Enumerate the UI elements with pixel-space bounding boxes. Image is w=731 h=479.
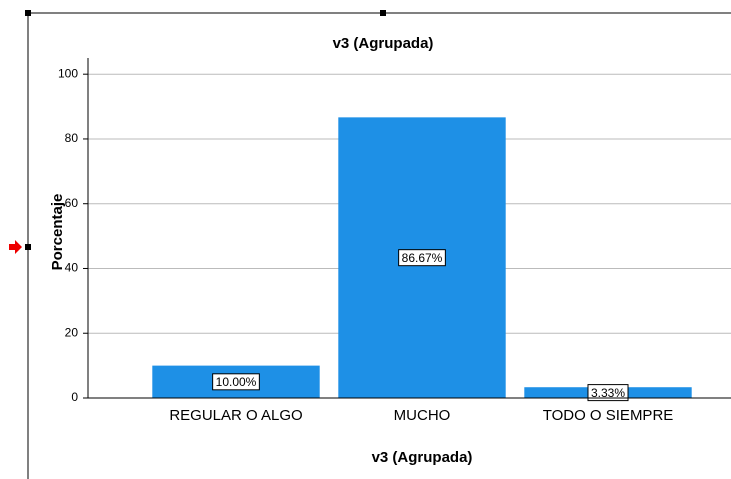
y-tick-label: 0: [71, 390, 78, 404]
y-tick-label: 100: [58, 66, 78, 80]
x-tick-label: MUCHO: [394, 407, 451, 424]
y-tick-label: 40: [65, 261, 79, 275]
value-label: 86.67%: [402, 251, 443, 265]
x-tick-label: TODO O SIEMPRE: [543, 407, 674, 424]
y-tick-label: 20: [65, 325, 79, 339]
x-axis-title: v3 (Agrupada): [372, 449, 473, 466]
value-label-box: [212, 373, 260, 391]
handle: [25, 10, 31, 16]
marker-arrow: [9, 240, 22, 254]
y-tick-label: 60: [65, 196, 79, 210]
value-label: 3.33%: [591, 386, 625, 400]
y-tick-label: 80: [65, 131, 79, 145]
y-axis-title: Porcentaje: [49, 194, 66, 271]
value-label-box: [587, 384, 629, 402]
value-label-box: [398, 249, 446, 267]
x-tick-label: REGULAR O ALGO: [169, 407, 302, 424]
handle: [380, 10, 386, 16]
chart-title: v3 (Agrupada): [333, 35, 434, 52]
value-label: 10.00%: [216, 375, 257, 389]
handle: [25, 244, 31, 250]
